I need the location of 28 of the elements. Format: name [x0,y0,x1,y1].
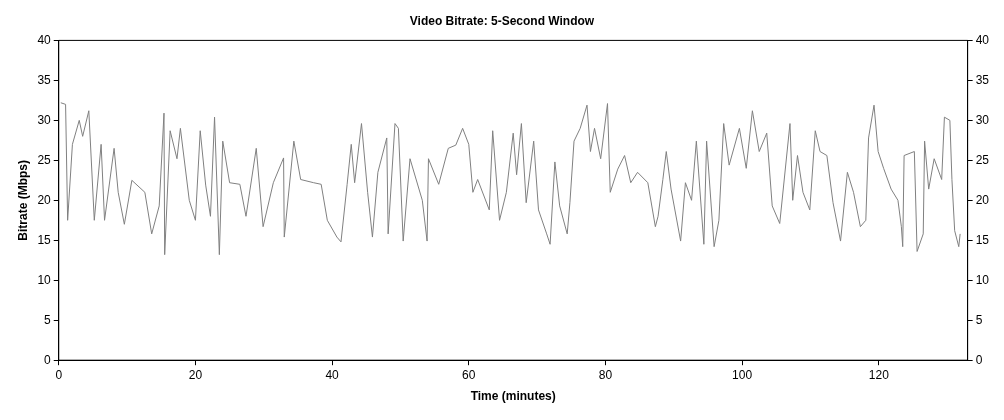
x-tick-label: 80 [598,367,613,382]
chart-title: Video Bitrate: 5-Second Window [409,13,595,28]
x-tick-label: 40 [325,367,340,382]
y-tick-label: 15 [37,232,52,247]
x-tick-label: 60 [462,367,476,382]
y-tick-label: 35 [37,72,52,87]
y2-tick-label: 35 [975,72,990,87]
y2-tick-label: 40 [975,32,990,47]
y2-tick-label: 25 [975,152,990,167]
y-tick-label: 30 [37,112,52,127]
x-tick-label: 20 [188,367,203,382]
y-tick-label: 10 [37,272,52,287]
y2-tick-label: 5 [975,312,983,327]
y-tick-label: 20 [37,192,52,207]
x-tick-label: 120 [868,367,890,382]
y-axis-title: Bitrate (Mbps) [15,159,30,241]
x-tick-label: 100 [732,367,753,382]
y2-tick-label: 0 [975,352,983,367]
x-tick-label: 0 [55,367,63,382]
y2-tick-label: 10 [975,272,990,287]
y-tick-label: 25 [37,152,52,167]
y2-tick-label: 20 [975,192,990,207]
y2-tick-label: 15 [975,232,990,247]
y-tick-label: 0 [44,352,52,367]
y2-tick-label: 30 [975,112,990,127]
y-tick-label: 40 [37,32,52,47]
y-tick-label: 5 [44,312,52,327]
x-axis-title: Time (minutes) [470,389,556,404]
